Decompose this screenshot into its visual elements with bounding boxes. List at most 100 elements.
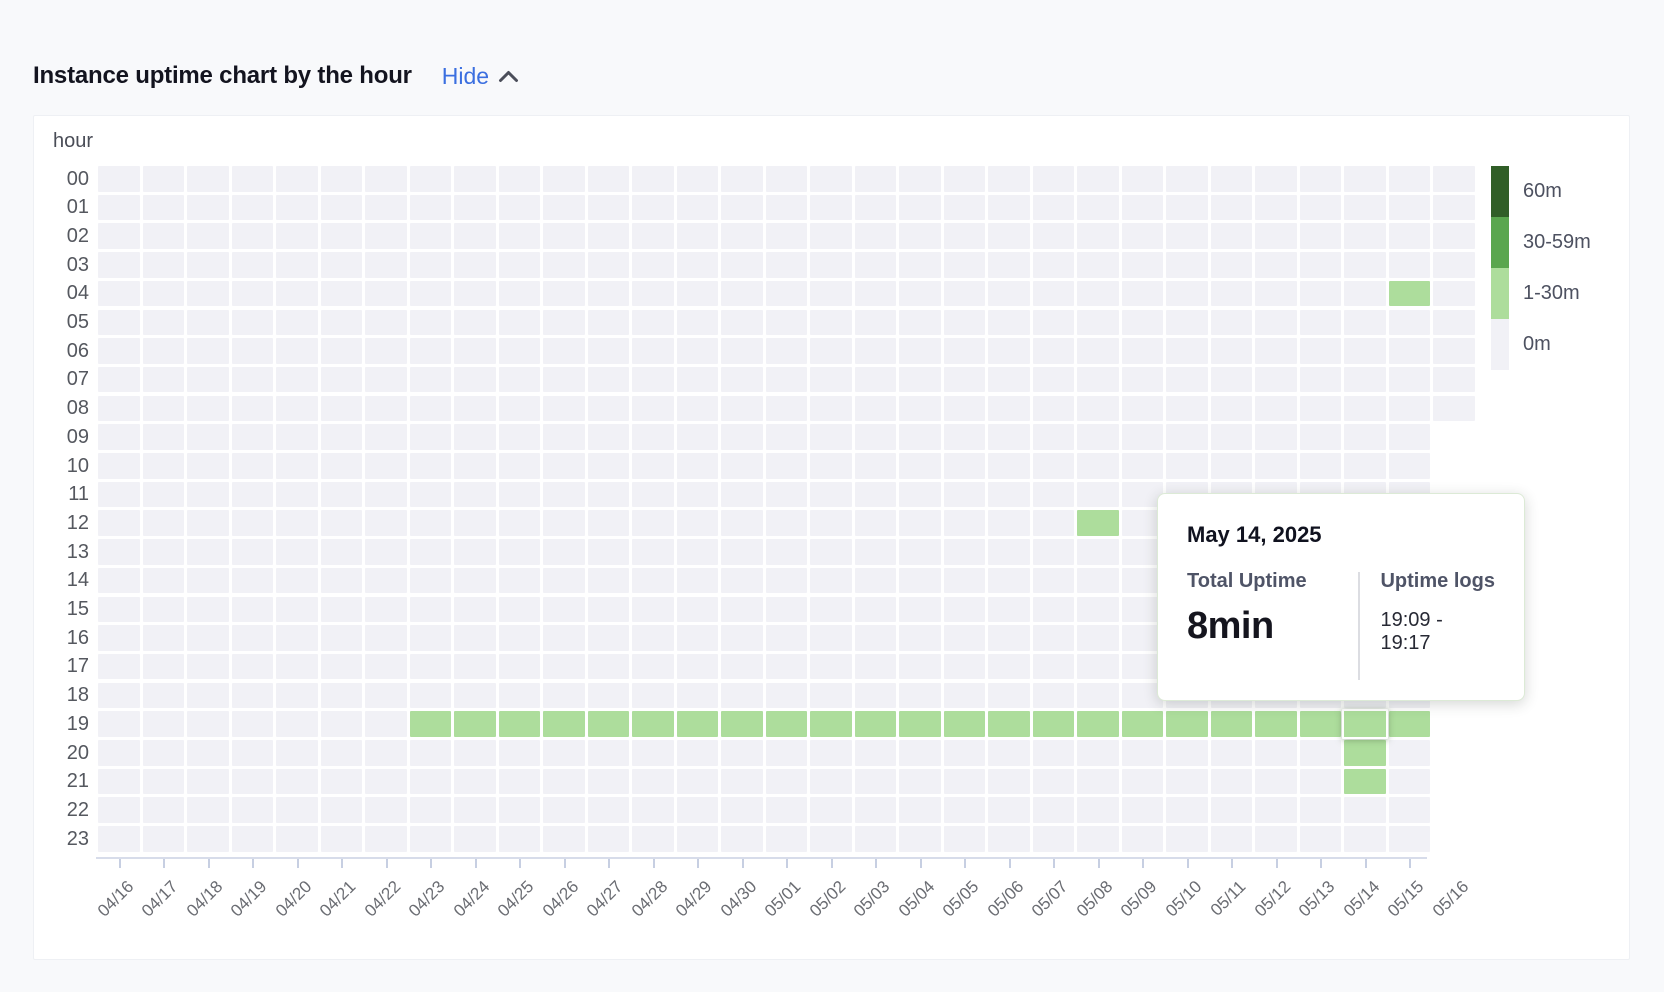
heatmap-cell[interactable] bbox=[365, 166, 407, 192]
heatmap-cell[interactable] bbox=[365, 194, 407, 221]
heatmap-cell[interactable] bbox=[276, 280, 318, 307]
heatmap-cell[interactable] bbox=[810, 194, 852, 221]
heatmap-cell[interactable] bbox=[276, 424, 318, 450]
heatmap-cell[interactable] bbox=[1077, 539, 1119, 565]
heatmap-cell[interactable] bbox=[810, 567, 852, 594]
heatmap-cell[interactable] bbox=[1121, 223, 1163, 249]
heatmap-cell[interactable] bbox=[721, 711, 763, 737]
heatmap-cell[interactable] bbox=[187, 194, 229, 221]
heatmap-cell[interactable] bbox=[1121, 711, 1163, 737]
heatmap-cell[interactable] bbox=[276, 453, 318, 479]
heatmap-cell[interactable] bbox=[454, 539, 496, 565]
heatmap-cell[interactable] bbox=[320, 280, 362, 307]
heatmap-cell[interactable] bbox=[587, 309, 629, 335]
heatmap-cell[interactable] bbox=[632, 252, 674, 278]
heatmap-cell[interactable] bbox=[1032, 223, 1074, 249]
heatmap-cell[interactable] bbox=[587, 653, 629, 680]
heatmap-cell[interactable] bbox=[1344, 740, 1386, 766]
heatmap-cell[interactable] bbox=[1077, 424, 1119, 450]
heatmap-cell[interactable] bbox=[676, 539, 718, 565]
heatmap-cell[interactable] bbox=[854, 567, 896, 594]
heatmap-cell[interactable] bbox=[988, 510, 1030, 536]
heatmap-cell[interactable] bbox=[854, 797, 896, 823]
heatmap-cell[interactable] bbox=[676, 223, 718, 249]
heatmap-cell[interactable] bbox=[632, 768, 674, 795]
heatmap-cell[interactable] bbox=[676, 653, 718, 680]
heatmap-cell[interactable] bbox=[1210, 395, 1252, 422]
heatmap-cell[interactable] bbox=[454, 252, 496, 278]
heatmap-cell[interactable] bbox=[765, 768, 807, 795]
heatmap-cell[interactable] bbox=[899, 682, 941, 709]
heatmap-cell[interactable] bbox=[543, 826, 585, 852]
heatmap-cell[interactable] bbox=[320, 768, 362, 795]
heatmap-cell[interactable] bbox=[1433, 223, 1475, 249]
heatmap-cell[interactable] bbox=[1255, 453, 1297, 479]
heatmap-cell[interactable] bbox=[98, 797, 140, 823]
heatmap-cell[interactable] bbox=[543, 280, 585, 307]
heatmap-cell[interactable] bbox=[899, 194, 941, 221]
heatmap-cell[interactable] bbox=[1299, 280, 1341, 307]
heatmap-cell[interactable] bbox=[187, 711, 229, 737]
heatmap-cell[interactable] bbox=[543, 395, 585, 422]
heatmap-cell[interactable] bbox=[1121, 309, 1163, 335]
heatmap-cell[interactable] bbox=[98, 596, 140, 622]
heatmap-cell[interactable] bbox=[1344, 366, 1386, 393]
heatmap-cell[interactable] bbox=[721, 395, 763, 422]
heatmap-cell[interactable] bbox=[1121, 797, 1163, 823]
heatmap-cell[interactable] bbox=[899, 166, 941, 192]
heatmap-cell[interactable] bbox=[454, 395, 496, 422]
heatmap-cell[interactable] bbox=[810, 510, 852, 536]
heatmap-cell[interactable] bbox=[187, 539, 229, 565]
heatmap-cell[interactable] bbox=[943, 797, 985, 823]
heatmap-cell[interactable] bbox=[676, 280, 718, 307]
heatmap-cell[interactable] bbox=[676, 309, 718, 335]
heatmap-cell[interactable] bbox=[854, 280, 896, 307]
heatmap-cell[interactable] bbox=[1032, 309, 1074, 335]
heatmap-cell[interactable] bbox=[1077, 194, 1119, 221]
heatmap-cell[interactable] bbox=[587, 625, 629, 651]
heatmap-cell[interactable] bbox=[276, 625, 318, 651]
heatmap-cell[interactable] bbox=[498, 252, 540, 278]
heatmap-cell[interactable] bbox=[765, 280, 807, 307]
heatmap-cell[interactable] bbox=[365, 797, 407, 823]
heatmap-cell[interactable] bbox=[543, 567, 585, 594]
heatmap-cell[interactable] bbox=[498, 366, 540, 393]
heatmap-cell[interactable] bbox=[231, 338, 273, 364]
heatmap-cell[interactable] bbox=[1121, 481, 1163, 508]
heatmap-cell[interactable] bbox=[587, 797, 629, 823]
heatmap-cell[interactable] bbox=[142, 453, 184, 479]
heatmap-cell[interactable] bbox=[1210, 711, 1252, 737]
heatmap-cell[interactable] bbox=[543, 424, 585, 450]
heatmap-cell[interactable] bbox=[142, 481, 184, 508]
heatmap-cell[interactable] bbox=[721, 740, 763, 766]
heatmap-cell[interactable] bbox=[854, 826, 896, 852]
heatmap-cell[interactable] bbox=[365, 453, 407, 479]
heatmap-cell[interactable] bbox=[1210, 453, 1252, 479]
heatmap-cell[interactable] bbox=[854, 223, 896, 249]
heatmap-cell[interactable] bbox=[409, 280, 451, 307]
heatmap-cell[interactable] bbox=[187, 395, 229, 422]
heatmap-cell[interactable] bbox=[988, 797, 1030, 823]
heatmap-cell[interactable] bbox=[498, 395, 540, 422]
heatmap-cell[interactable] bbox=[899, 711, 941, 737]
heatmap-cell[interactable] bbox=[454, 424, 496, 450]
heatmap-cell[interactable] bbox=[98, 768, 140, 795]
heatmap-cell[interactable] bbox=[943, 653, 985, 680]
heatmap-cell[interactable] bbox=[543, 453, 585, 479]
heatmap-cell[interactable] bbox=[1032, 567, 1074, 594]
heatmap-cell[interactable] bbox=[454, 826, 496, 852]
heatmap-cell[interactable] bbox=[231, 797, 273, 823]
heatmap-cell[interactable] bbox=[142, 797, 184, 823]
heatmap-cell[interactable] bbox=[1433, 366, 1475, 393]
heatmap-cell[interactable] bbox=[187, 768, 229, 795]
heatmap-cell[interactable] bbox=[142, 567, 184, 594]
heatmap-cell[interactable] bbox=[98, 539, 140, 565]
heatmap-cell[interactable] bbox=[498, 223, 540, 249]
heatmap-cell[interactable] bbox=[231, 424, 273, 450]
heatmap-cell[interactable] bbox=[587, 596, 629, 622]
heatmap-cell[interactable] bbox=[1032, 424, 1074, 450]
heatmap-cell[interactable] bbox=[98, 424, 140, 450]
heatmap-cell[interactable] bbox=[409, 539, 451, 565]
heatmap-cell[interactable] bbox=[899, 596, 941, 622]
heatmap-cell[interactable] bbox=[721, 682, 763, 709]
